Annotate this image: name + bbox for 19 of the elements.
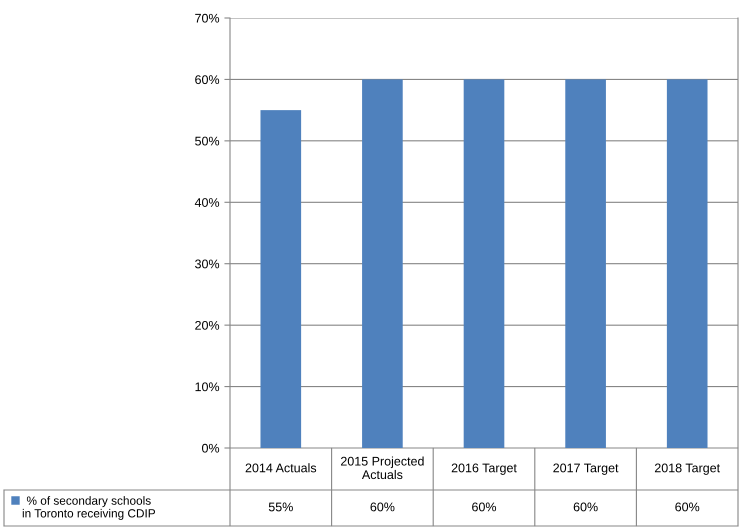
y-tick-label: 30% xyxy=(195,260,220,268)
x-tick-label: 2015 Projected Actuals xyxy=(340,456,424,480)
y-tick-label: 60% xyxy=(195,75,220,84)
y-tick-label: 20% xyxy=(195,320,220,330)
y-tick-label: 10% xyxy=(196,382,220,392)
data-label: 60% xyxy=(370,502,394,512)
data-label: 60% xyxy=(472,502,496,512)
y-tick-label: 50% xyxy=(195,136,220,146)
x-tick-label: 2017 Target xyxy=(553,464,618,475)
x-tick-label: 2018 Target xyxy=(654,464,720,475)
data-label: 55% xyxy=(268,502,293,512)
x-tick-label: 2016 Target xyxy=(452,464,517,475)
y-tick-label: 0% xyxy=(202,444,220,453)
data-label: 60% xyxy=(574,502,598,512)
data-label: 60% xyxy=(675,502,700,512)
x-tick-label: 2014 Actuals xyxy=(246,463,316,472)
y-tick-label: 70% xyxy=(195,14,220,23)
legend-label: % of secondary schools in Toronto receiving CDIP xyxy=(22,496,156,520)
y-tick-label: 40% xyxy=(194,198,220,207)
